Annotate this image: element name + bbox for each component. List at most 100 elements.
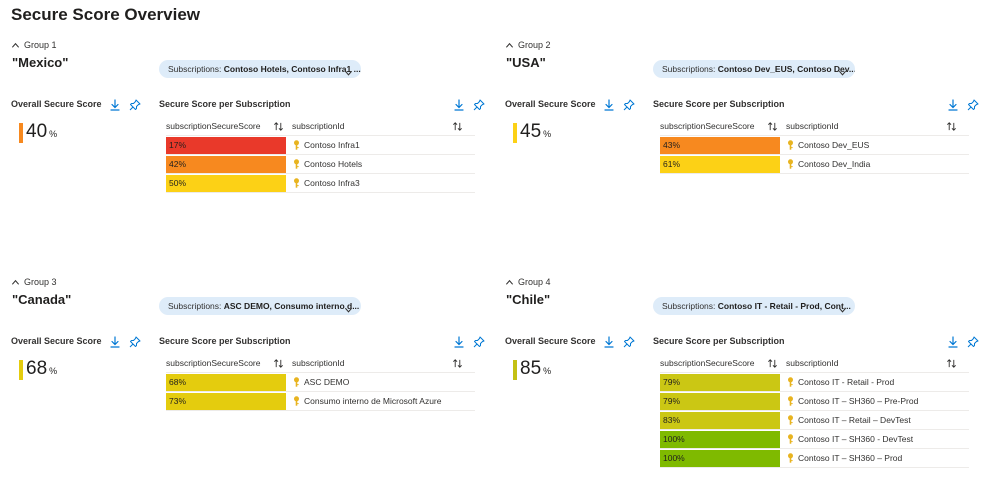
chevron-up-icon [11,41,20,50]
download-icon[interactable] [453,335,465,348]
subscription-id: Contoso Infra1 [304,140,360,150]
score-indicator-bar [19,360,23,380]
sort-icon[interactable] [767,358,778,369]
overall-score-value: 68% [26,358,57,380]
group-header-label: Group 3 [24,277,57,287]
pin-icon[interactable] [129,98,141,111]
score-cell: 83% [660,411,780,429]
subscription-score-table: subscriptionSecureScore subscriptionId 1… [166,119,475,193]
overall-score-value: 45% [520,121,551,143]
group-panel: Group 1 "Mexico" Subscriptions: Contoso … [11,40,491,265]
table-row[interactable]: 68% ASC DEMO [166,373,475,392]
subscription-score-table: subscriptionSecureScore subscriptionId 7… [660,356,969,468]
key-icon [293,396,300,406]
group-collapse-toggle[interactable]: Group 4 [505,277,551,287]
sort-icon[interactable] [452,121,463,132]
subscription-cell: Contoso Dev_India [780,159,969,169]
overall-score-number: 40 [26,121,48,142]
column-header-id[interactable]: subscriptionId [780,356,969,372]
subscription-cell: Contoso Infra1 [286,140,475,150]
chevron-down-icon [344,65,353,76]
score-cell: 79% [660,373,780,391]
key-icon [293,377,300,387]
column-header-score-label: subscriptionSecureScore [166,358,261,368]
overall-score-value: 85% [520,358,551,380]
download-icon[interactable] [109,98,121,111]
group-header-label: Group 1 [24,40,57,50]
subscription-id: Contoso IT – SH360 – Prod [798,453,903,463]
subscription-id: Contoso IT – Retail – DevTest [798,415,911,425]
overall-score-title: Overall Secure Score [505,336,596,346]
table-row[interactable]: 61% Contoso Dev_India [660,155,969,174]
subscriptions-prefix: Subscriptions: [662,301,718,311]
group-name: "Chile" [506,292,551,307]
table-row[interactable]: 73% Consumo interno de Microsoft Azure [166,392,475,411]
score-cell: 100% [660,449,780,467]
per-subscription-title: Secure Score per Subscription [159,99,291,109]
table-row[interactable]: 42% Contoso Hotels [166,155,475,174]
subscription-id: Contoso IT – SH360 - DevTest [798,434,914,444]
pin-icon[interactable] [473,98,485,111]
overall-score-title: Overall Secure Score [505,99,596,109]
table-row[interactable]: 17% Contoso Infra1 [166,136,475,155]
table-row[interactable]: 83% Contoso IT – Retail – DevTest [660,411,969,430]
pin-icon[interactable] [967,98,979,111]
download-icon[interactable] [453,98,465,111]
pin-icon[interactable] [623,335,635,348]
pin-icon[interactable] [623,98,635,111]
chevron-up-icon [11,278,20,287]
pin-icon[interactable] [473,335,485,348]
overall-score-title: Overall Secure Score [11,99,102,109]
percent-sign: % [49,366,58,376]
column-header-id[interactable]: subscriptionId [286,119,475,135]
download-icon[interactable] [109,335,121,348]
subscription-cell: Contoso Hotels [286,159,475,169]
table-row[interactable]: 50% Contoso Infra3 [166,174,475,193]
download-icon[interactable] [947,98,959,111]
subscription-id: ASC DEMO [304,377,350,387]
group-collapse-toggle[interactable]: Group 1 [11,40,57,50]
score-cell: 43% [660,136,780,154]
group-collapse-toggle[interactable]: Group 3 [11,277,57,287]
subscription-id: Contoso IT – SH360 – Pre-Prod [798,396,919,406]
column-header-score[interactable]: subscriptionSecureScore [660,356,780,372]
table-row[interactable]: 100% Contoso IT – SH360 – Prod [660,449,969,468]
key-icon [787,415,794,425]
download-icon[interactable] [603,335,615,348]
group-collapse-toggle[interactable]: Group 2 [505,40,551,50]
table-row[interactable]: 100% Contoso IT – SH360 - DevTest [660,430,969,449]
column-header-score[interactable]: subscriptionSecureScore [660,119,780,135]
subscriptions-filter[interactable]: Subscriptions: ASC DEMO, Consumo interno… [159,297,361,315]
subscriptions-value: ASC DEMO, Consumo interno d... [223,301,360,311]
group-panel: Group 2 "USA" Subscriptions: Contoso Dev… [505,40,985,265]
sort-icon[interactable] [946,358,957,369]
column-header-id[interactable]: subscriptionId [780,119,969,135]
subscriptions-value: Contoso IT - Retail - Prod, Cont... [717,301,851,311]
column-header-score-label: subscriptionSecureScore [660,358,755,368]
chevron-down-icon [344,302,353,313]
per-subscription-title: Secure Score per Subscription [653,336,785,346]
download-icon[interactable] [603,98,615,111]
table-row[interactable]: 79% Contoso IT - Retail - Prod [660,373,969,392]
column-header-score[interactable]: subscriptionSecureScore [166,356,286,372]
subscriptions-filter[interactable]: Subscriptions: Contoso Dev_EUS, Contoso … [653,60,855,78]
table-row[interactable]: 79% Contoso IT – SH360 – Pre-Prod [660,392,969,411]
sort-icon[interactable] [767,121,778,132]
sort-icon[interactable] [946,121,957,132]
column-header-score[interactable]: subscriptionSecureScore [166,119,286,135]
pin-icon[interactable] [967,335,979,348]
subscriptions-filter[interactable]: Subscriptions: Contoso Hotels, Contoso I… [159,60,361,78]
table-row[interactable]: 43% Contoso Dev_EUS [660,136,969,155]
column-header-id-label: subscriptionId [786,121,839,131]
pin-icon[interactable] [129,335,141,348]
subscriptions-filter[interactable]: Subscriptions: Contoso IT - Retail - Pro… [653,297,855,315]
subscription-id: Contoso Hotels [304,159,363,169]
sort-icon[interactable] [452,358,463,369]
chevron-down-icon [838,65,847,76]
per-subscription-title: Secure Score per Subscription [159,336,291,346]
sort-icon[interactable] [273,121,284,132]
group-name: "USA" [506,55,546,70]
sort-icon[interactable] [273,358,284,369]
download-icon[interactable] [947,335,959,348]
column-header-id[interactable]: subscriptionId [286,356,475,372]
